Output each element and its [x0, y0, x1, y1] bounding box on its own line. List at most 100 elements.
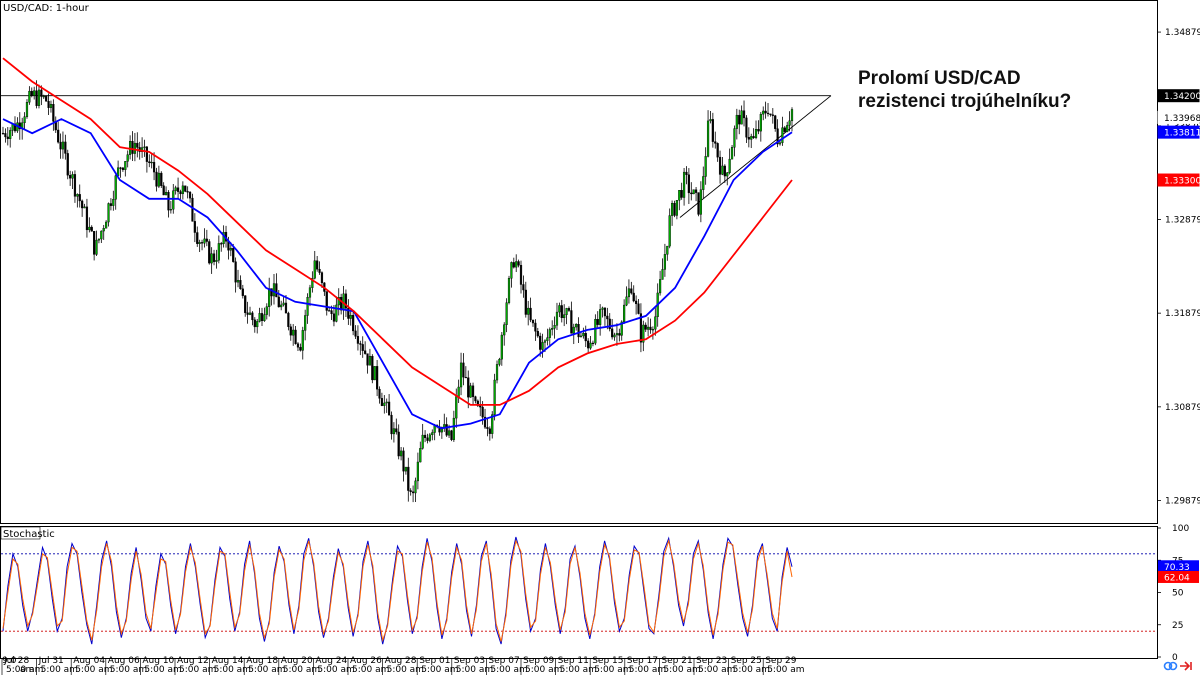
candle — [675, 200, 678, 220]
candle — [495, 360, 499, 384]
candle — [23, 112, 26, 130]
candle — [615, 323, 619, 346]
candle — [184, 185, 187, 193]
candle — [186, 186, 189, 199]
candle — [193, 213, 196, 243]
candle — [256, 318, 259, 334]
x-axis-label: Sep 29 — [762, 656, 797, 675]
candle — [714, 131, 717, 149]
candle — [563, 304, 566, 327]
price-panel-frame — [0, 0, 1158, 524]
candle — [692, 189, 695, 195]
candle — [107, 202, 110, 227]
candle — [404, 466, 407, 475]
candle — [176, 177, 180, 198]
price-tick-label: 1.30879 — [1165, 403, 1200, 413]
candle — [754, 120, 758, 140]
svg-text:1.33968: 1.33968 — [1164, 114, 1200, 124]
candle — [236, 269, 240, 288]
candle — [349, 311, 352, 326]
x-axis-time-label: 5:00 am — [317, 665, 354, 675]
candle — [150, 153, 153, 169]
candle — [524, 281, 527, 318]
arrow-end-icon[interactable] — [1180, 661, 1192, 671]
price-tag: 1.33300 — [1157, 173, 1200, 187]
candle — [88, 217, 91, 233]
candle — [618, 328, 621, 342]
candle — [500, 332, 503, 366]
candle — [47, 93, 50, 116]
stochastic-title-box — [0, 526, 41, 540]
candle — [668, 208, 671, 249]
x-axis-label: Jul 28 — [1, 656, 29, 675]
candle — [133, 132, 136, 162]
stochastic-main-line — [2, 536, 793, 645]
candle — [102, 224, 105, 240]
candle — [642, 320, 645, 352]
candle — [49, 100, 53, 113]
x-axis-time-label: 5:00 am — [352, 665, 389, 675]
candle — [464, 366, 467, 379]
candle — [308, 284, 312, 307]
candle — [627, 279, 631, 304]
link-icon[interactable] — [1163, 661, 1178, 671]
candle — [248, 306, 252, 316]
candle — [376, 359, 379, 397]
candle — [234, 257, 237, 293]
candle — [313, 250, 316, 280]
candle — [352, 310, 355, 336]
price-tick-label: 1.29879 — [1165, 497, 1200, 507]
stochastic-tick-label: 100 — [1172, 524, 1189, 534]
candle — [114, 171, 117, 210]
candle — [81, 199, 84, 217]
svg-text:Aug 10: Aug 10 — [142, 656, 174, 666]
x-axis-time-label: 5:00 am — [629, 665, 666, 675]
candle — [709, 111, 712, 124]
candle — [160, 171, 163, 188]
candle — [467, 370, 470, 409]
x-axis-label: Aug 12 — [174, 656, 209, 675]
candle — [534, 319, 537, 341]
candle — [527, 300, 530, 326]
candle — [694, 187, 698, 202]
candle — [380, 392, 384, 407]
x-axis-label: Jul 31 — [36, 656, 64, 675]
candle — [740, 105, 743, 125]
candle — [735, 108, 738, 140]
candle — [335, 296, 338, 323]
candle — [781, 116, 784, 146]
candle — [52, 99, 55, 131]
candle — [200, 239, 204, 251]
candle — [536, 327, 539, 338]
candle — [728, 148, 731, 175]
candle — [654, 307, 657, 336]
candle — [416, 452, 419, 490]
candle — [553, 316, 556, 339]
candle — [167, 190, 170, 218]
price-tick-label: 1.32879 — [1165, 215, 1200, 225]
annotation-line-1: Prolomí USD/CAD — [858, 68, 1021, 89]
candle — [71, 171, 74, 189]
candle — [366, 353, 369, 374]
candle — [752, 128, 755, 139]
svg-text:Sep 29: Sep 29 — [765, 656, 797, 666]
candle — [69, 170, 72, 186]
candle — [517, 259, 520, 268]
candle — [474, 395, 477, 404]
stochastic-panel-frame — [0, 526, 1158, 659]
candle — [687, 168, 690, 205]
candle — [282, 296, 285, 307]
candle — [649, 318, 652, 334]
svg-text:Aug 20: Aug 20 — [281, 656, 313, 666]
candle — [702, 166, 705, 199]
x-axis-label: Sep 03 — [451, 656, 485, 675]
candle — [594, 314, 597, 346]
x-axis-time-label: 5:00 am — [594, 665, 631, 675]
candle — [1, 126, 5, 135]
candle — [498, 357, 501, 367]
stochastic-title: Stochastic — [3, 529, 55, 540]
candle — [613, 332, 616, 341]
candle — [582, 327, 585, 339]
candle — [246, 301, 249, 324]
candle — [769, 113, 772, 117]
